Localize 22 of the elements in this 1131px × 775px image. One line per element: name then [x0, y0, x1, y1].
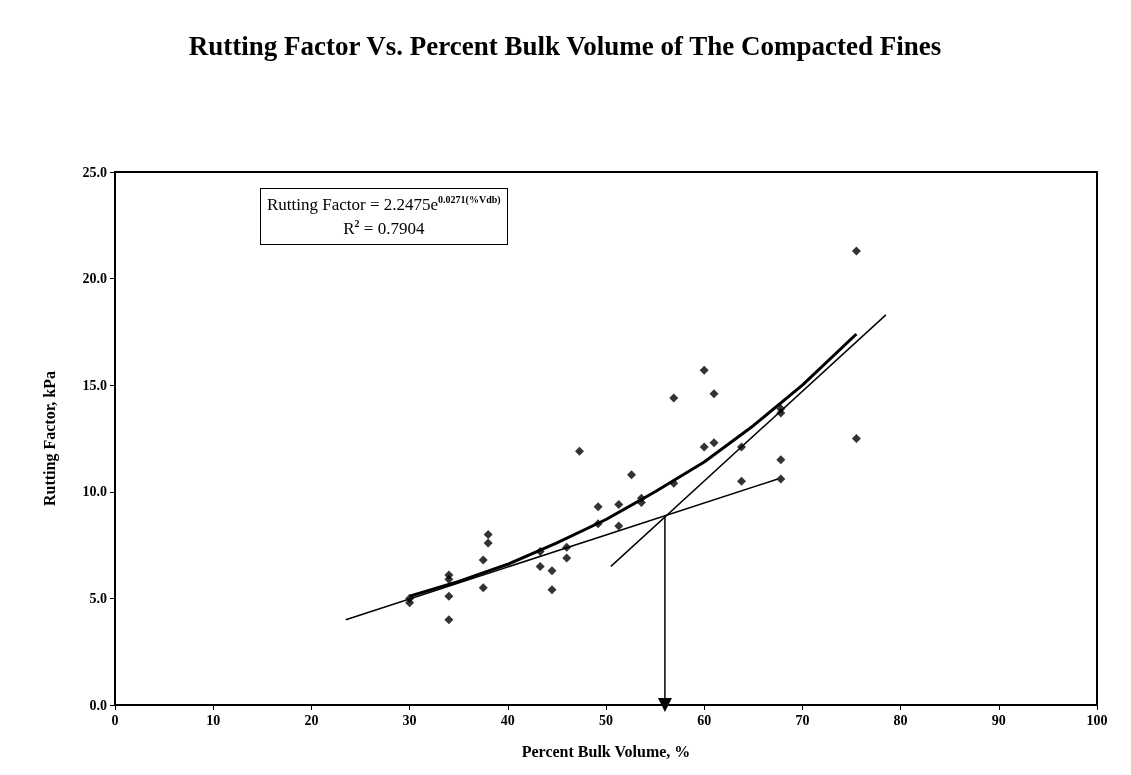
x-tick-label: 90 [991, 712, 1006, 728]
y-tick-label: 10.0 [82, 484, 107, 500]
x-tick-label: 10 [206, 712, 221, 728]
y-tick-label: 15.0 [82, 377, 107, 393]
y-tick-label: 5.0 [89, 590, 107, 606]
y-tick-label: 0.0 [89, 697, 107, 713]
annotation: R$^{2}$ = 0.7904 [342, 216, 426, 240]
x-tick-label: 40 [500, 712, 515, 728]
x-tick-label: 30 [402, 712, 417, 728]
y-tick-label: 25.0 [82, 164, 107, 180]
x-tick-label: 80 [893, 712, 908, 728]
x-tick-label: 20 [304, 712, 319, 728]
y-axis-title: Rutting Factor, kPa [40, 371, 59, 506]
chart-title: Rutting Factor Vs. Percent Bulk Volume of The Compacted Fines [187, 30, 943, 63]
annotation: Rutting Factor = 2.2475e$^{0.0271(%Vdb)}$ [267, 193, 501, 216]
x-axis-title: Percent Bulk Volume, % [521, 742, 691, 760]
x-tick-label: 100 [1086, 712, 1108, 728]
x-tick-label: 0 [111, 712, 119, 728]
x-tick-label: 50 [599, 712, 613, 728]
x-tick-label: 70 [795, 712, 810, 728]
x-tick-label: 60 [697, 712, 712, 728]
y-tick-label: 20.0 [82, 271, 107, 287]
